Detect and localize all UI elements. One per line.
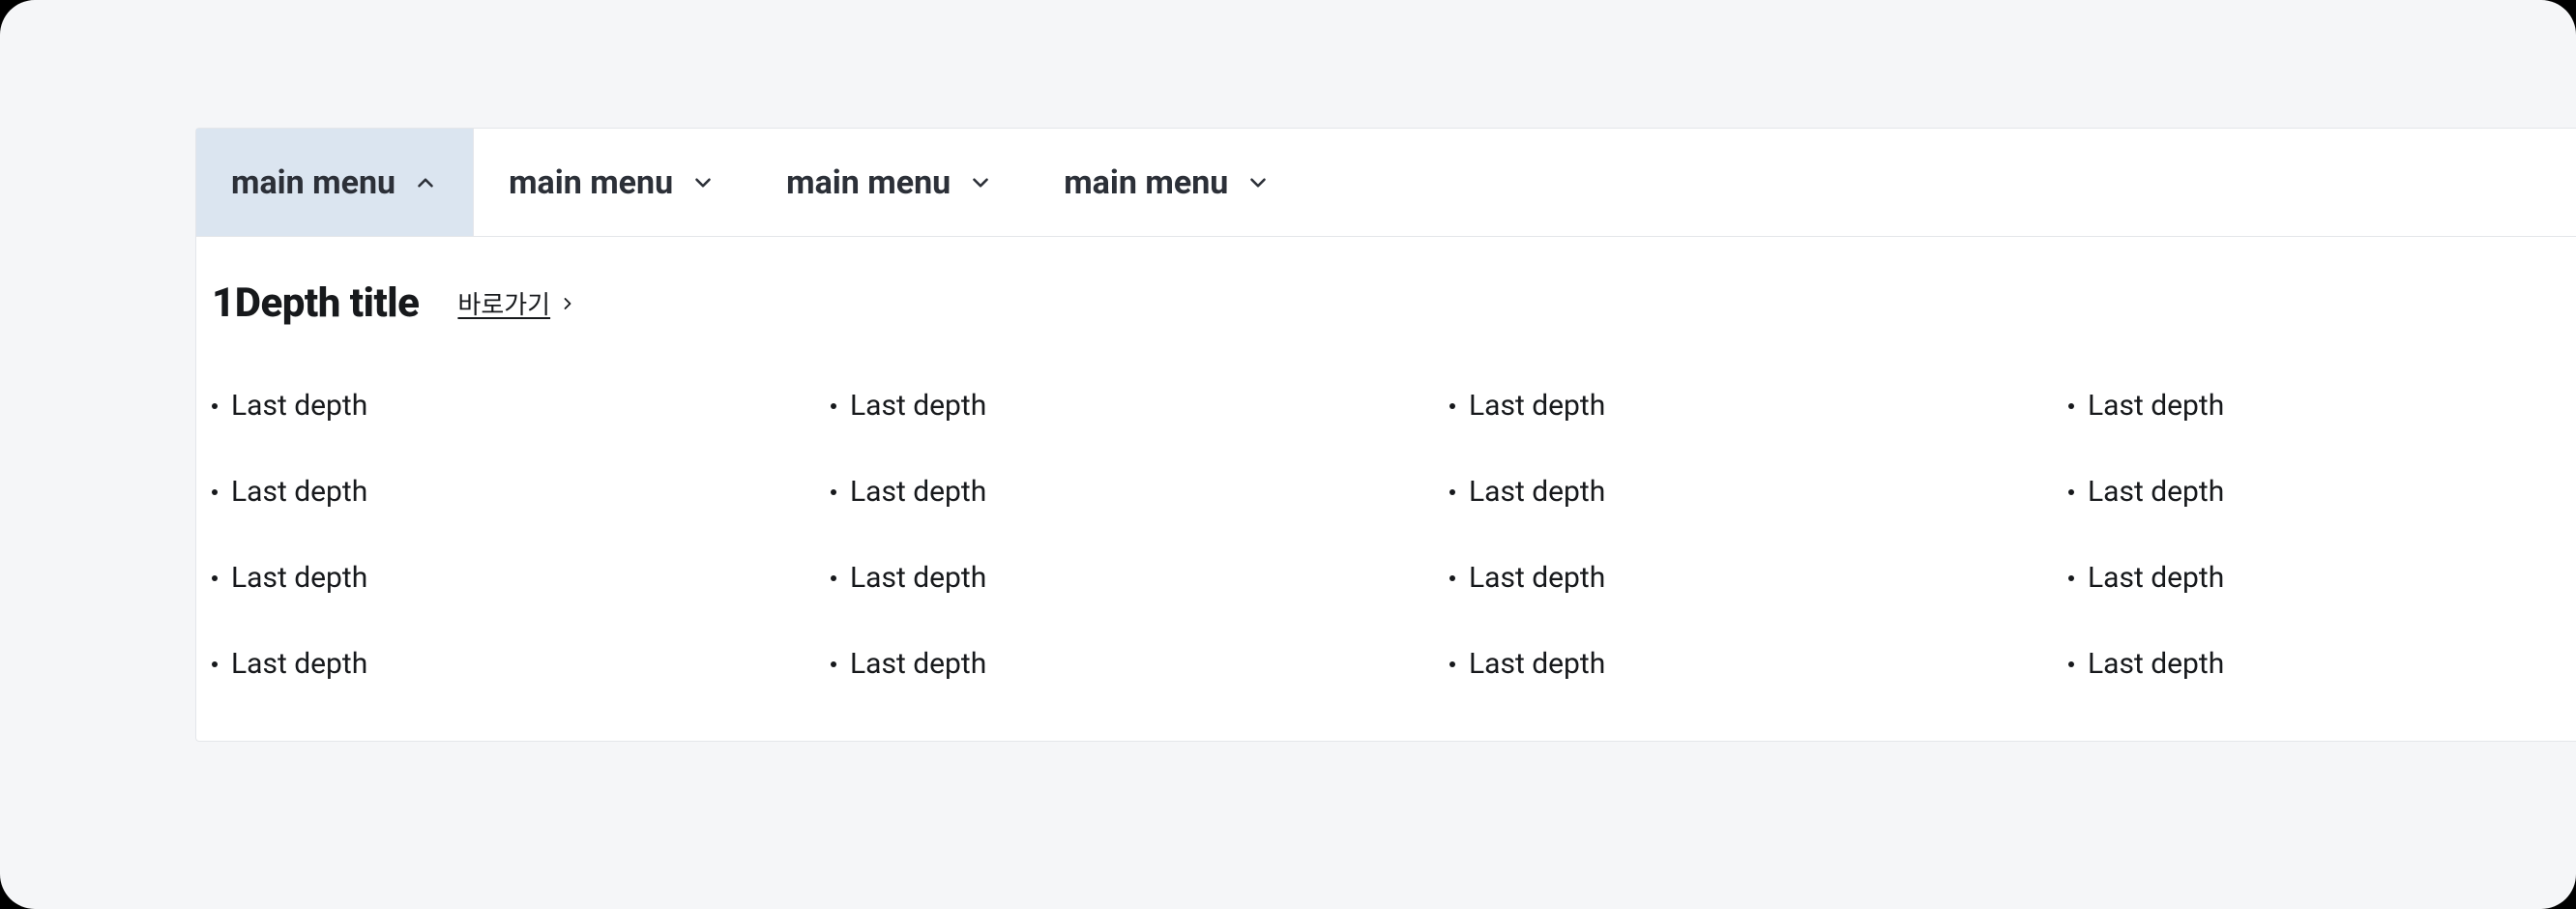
menu-item[interactable]: Last depth	[1449, 647, 2068, 681]
shortcut-label: 바로가기	[457, 285, 550, 321]
menu-item[interactable]: Last depth	[831, 647, 1449, 681]
main-menu-tab-4[interactable]: main menu	[1029, 129, 1306, 236]
main-menu-tab-3[interactable]: main menu	[751, 129, 1029, 236]
chevron-down-icon	[690, 170, 716, 195]
menu-item-label: Last depth	[1469, 647, 1605, 681]
mega-menu-panel: main menu main menu main menu main menu	[195, 128, 2576, 742]
columns: Last depth Last depth Last depth Last de…	[196, 389, 2576, 681]
main-menu-tab-1[interactable]: main menu	[196, 129, 474, 236]
menu-item-label: Last depth	[1469, 475, 1605, 509]
bullet-icon	[212, 661, 218, 667]
bullet-icon	[2068, 575, 2074, 581]
menu-item[interactable]: Last depth	[212, 475, 831, 509]
column-1: Last depth Last depth Last depth Last de…	[212, 389, 831, 681]
menu-item[interactable]: Last depth	[831, 389, 1449, 423]
section-title: 1Depth title	[212, 279, 419, 327]
page-frame: main menu main menu main menu main menu	[0, 0, 2576, 909]
menu-item[interactable]: Last depth	[2068, 475, 2571, 509]
menu-item-label: Last depth	[2088, 647, 2224, 681]
bullet-icon	[2068, 489, 2074, 495]
tab-label: main menu	[509, 163, 673, 202]
column-3: Last depth Last depth Last depth Last de…	[1449, 389, 2068, 681]
menu-item[interactable]: Last depth	[212, 647, 831, 681]
menu-item-label: Last depth	[2088, 561, 2224, 595]
menu-item-label: Last depth	[850, 475, 986, 509]
menu-item-label: Last depth	[850, 561, 986, 595]
bullet-icon	[831, 575, 836, 581]
menu-item[interactable]: Last depth	[2068, 389, 2571, 423]
menu-item[interactable]: Last depth	[2068, 647, 2571, 681]
main-menu-tab-2[interactable]: main menu	[474, 129, 751, 236]
bullet-icon	[1449, 403, 1455, 409]
menu-item-label: Last depth	[231, 561, 367, 595]
column-2: Last depth Last depth Last depth Last de…	[831, 389, 1449, 681]
bullet-icon	[831, 489, 836, 495]
menu-item-label: Last depth	[2088, 389, 2224, 423]
menu-item[interactable]: Last depth	[1449, 561, 2068, 595]
chevron-down-icon	[1245, 170, 1271, 195]
bullet-icon	[212, 575, 218, 581]
shortcut-link[interactable]: 바로가기	[457, 285, 577, 321]
chevron-up-icon	[413, 170, 438, 195]
menu-item[interactable]: Last depth	[831, 561, 1449, 595]
tab-label: main menu	[786, 163, 951, 202]
bullet-icon	[831, 661, 836, 667]
tab-label: main menu	[1064, 163, 1228, 202]
panel-body: 1Depth title 바로가기 Last depth Last depth …	[196, 237, 2576, 741]
menu-item-label: Last depth	[1469, 561, 1605, 595]
column-4: Last depth Last depth Last depth Last de…	[2068, 389, 2571, 681]
menu-item-label: Last depth	[850, 389, 986, 423]
bullet-icon	[2068, 661, 2074, 667]
menu-item[interactable]: Last depth	[1449, 475, 2068, 509]
tab-label: main menu	[231, 163, 395, 202]
menu-item[interactable]: Last depth	[212, 389, 831, 423]
menu-item-label: Last depth	[231, 475, 367, 509]
menu-item-label: Last depth	[2088, 475, 2224, 509]
bullet-icon	[212, 403, 218, 409]
menu-item-label: Last depth	[231, 389, 367, 423]
chevron-down-icon	[968, 170, 993, 195]
menu-item-label: Last depth	[850, 647, 986, 681]
title-row: 1Depth title 바로가기	[196, 279, 2576, 327]
bullet-icon	[2068, 403, 2074, 409]
menu-item[interactable]: Last depth	[212, 561, 831, 595]
bullet-icon	[1449, 661, 1455, 667]
menu-item[interactable]: Last depth	[1449, 389, 2068, 423]
bullet-icon	[831, 403, 836, 409]
bullet-icon	[1449, 489, 1455, 495]
bullet-icon	[212, 489, 218, 495]
menu-item-label: Last depth	[1469, 389, 1605, 423]
menu-item[interactable]: Last depth	[2068, 561, 2571, 595]
chevron-right-icon	[558, 294, 577, 313]
bullet-icon	[1449, 575, 1455, 581]
menu-item[interactable]: Last depth	[831, 475, 1449, 509]
menu-item-label: Last depth	[231, 647, 367, 681]
tab-bar: main menu main menu main menu main menu	[196, 129, 2576, 237]
